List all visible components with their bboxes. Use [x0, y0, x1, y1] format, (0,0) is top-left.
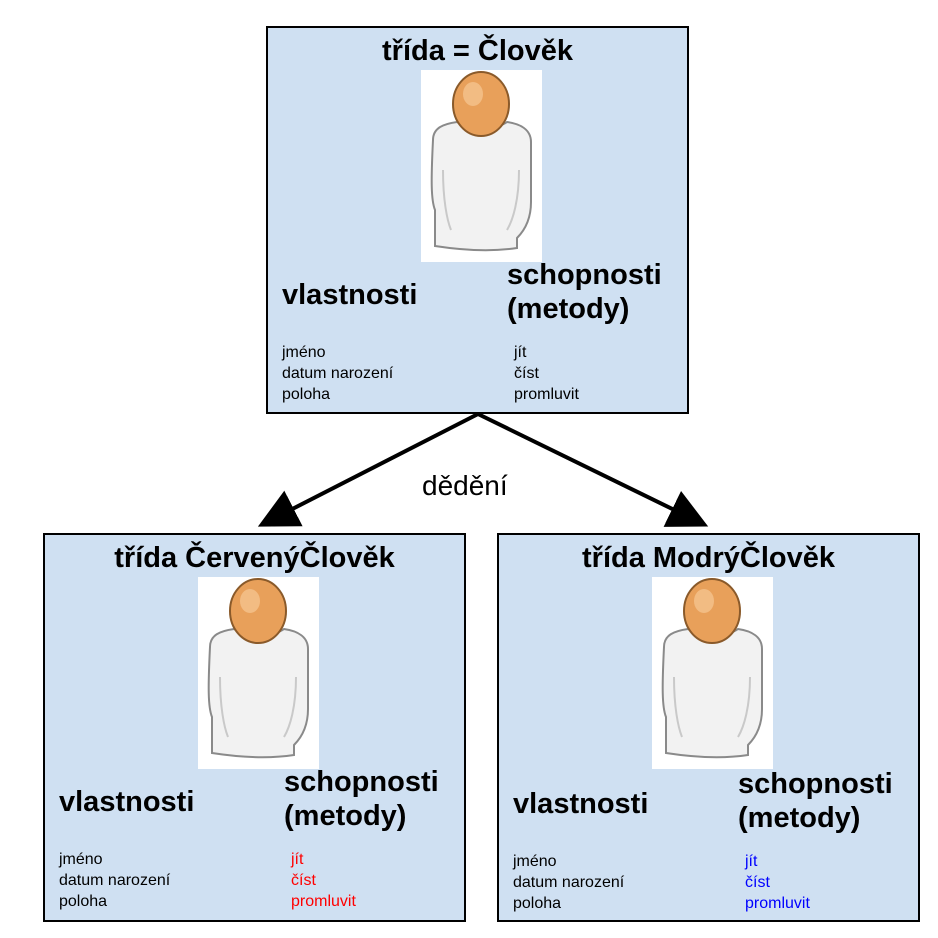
property-item: poloha: [282, 386, 331, 403]
method-item: číst: [291, 872, 316, 889]
property-item: datum narození: [282, 365, 394, 382]
property-item: jméno: [59, 851, 103, 868]
property-item: datum narození: [513, 874, 625, 891]
method-item: jít: [291, 851, 304, 868]
method-item: promluvit: [291, 893, 356, 910]
class-box-clovek: třída = Člověk vlastnosti schopnosti (me…: [266, 26, 689, 414]
methods-list: jít číst promluvit: [291, 849, 356, 912]
methods-heading-line2: (metody): [284, 800, 407, 832]
properties-list: jméno datum narození poloha: [59, 849, 170, 912]
methods-heading-line2: (metody): [507, 293, 630, 325]
class-title: třída ČervenýČlověk: [114, 542, 395, 574]
person-icon: [198, 577, 319, 769]
class-box-modry-clovek: třída ModrýČlověk vlastnosti schopnosti …: [497, 533, 920, 922]
property-item: poloha: [59, 893, 108, 910]
property-item: poloha: [513, 895, 562, 912]
properties-heading: vlastnosti: [59, 786, 195, 818]
method-item: číst: [745, 874, 770, 891]
method-item: promluvit: [514, 386, 579, 403]
methods-list: jít číst promluvit: [514, 342, 579, 405]
inheritance-label: dědění: [422, 470, 508, 501]
property-item: jméno: [282, 344, 326, 361]
methods-heading-line1: schopnosti: [284, 766, 439, 798]
person-icon: [421, 70, 542, 262]
properties-heading: vlastnosti: [513, 788, 649, 820]
methods-heading-line1: schopnosti: [738, 768, 893, 800]
class-title: třída ModrýČlověk: [582, 542, 835, 574]
properties-list: jméno datum narození poloha: [282, 342, 393, 405]
method-item: promluvit: [745, 895, 810, 912]
property-item: datum narození: [59, 872, 171, 889]
methods-heading: schopnosti (metody): [284, 765, 439, 833]
properties-list: jméno datum narození poloha: [513, 851, 624, 914]
methods-heading: schopnosti (metody): [738, 767, 893, 835]
arrow-to-red-class: [257, 412, 479, 527]
class-box-cerveny-clovek: třída ČervenýČlověk vlastnosti schopnost…: [43, 533, 466, 922]
method-item: jít: [745, 853, 758, 870]
arrow-to-blue-class: [477, 412, 709, 527]
methods-heading: schopnosti (metody): [507, 258, 662, 326]
property-item: jméno: [513, 853, 557, 870]
properties-heading: vlastnosti: [282, 279, 418, 311]
methods-list: jít číst promluvit: [745, 851, 810, 914]
methods-heading-line1: schopnosti: [507, 259, 662, 291]
method-item: číst: [514, 365, 539, 382]
person-icon: [652, 577, 773, 769]
methods-heading-line2: (metody): [738, 802, 861, 834]
method-item: jít: [514, 344, 527, 361]
class-title: třída = Člověk: [382, 35, 573, 67]
